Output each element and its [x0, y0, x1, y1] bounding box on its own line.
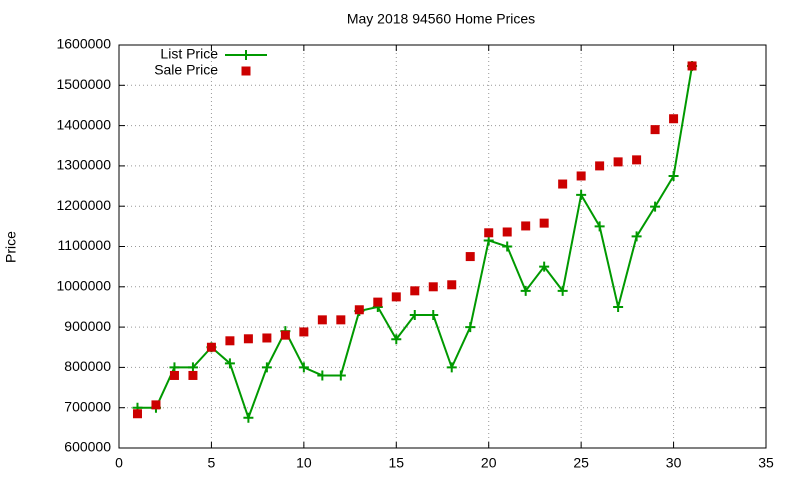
point-marker: [465, 322, 476, 333]
point-marker: [151, 400, 161, 410]
y-tick-label: 1500000: [56, 76, 111, 92]
x-tick-label: 20: [481, 455, 497, 471]
x-tick-label: 5: [208, 455, 216, 471]
point-marker: [428, 282, 438, 292]
point-marker: [188, 370, 198, 380]
point-marker: [298, 362, 309, 373]
point-marker: [373, 297, 383, 307]
point-marker: [317, 315, 327, 325]
y-tick-label: 1400000: [56, 116, 111, 132]
point-marker: [317, 370, 328, 381]
point-marker: [335, 370, 346, 381]
legend-marker: [241, 50, 251, 60]
point-marker: [354, 305, 364, 315]
point-marker: [410, 286, 420, 296]
point-marker: [539, 218, 549, 228]
point-marker: [557, 285, 568, 296]
point-marker: [650, 125, 660, 135]
point-marker: [206, 342, 216, 352]
legend-label: Sale Price: [154, 62, 218, 78]
point-marker: [299, 327, 309, 337]
point-marker: [391, 292, 401, 302]
point-marker: [521, 221, 531, 231]
point-marker: [594, 221, 605, 232]
x-tick-label: 15: [388, 455, 404, 471]
point-marker: [391, 334, 402, 345]
point-marker: [225, 336, 235, 346]
x-tick-label: 10: [296, 455, 312, 471]
y-axis-label: Price: [3, 231, 19, 263]
point-marker: [650, 201, 661, 212]
point-marker: [169, 362, 180, 373]
point-marker: [613, 157, 623, 167]
point-marker: [520, 285, 531, 296]
point-marker: [631, 231, 642, 242]
point-marker: [595, 161, 605, 171]
point-marker: [132, 409, 142, 419]
point-marker: [613, 301, 624, 312]
point-marker: [243, 334, 253, 344]
y-tick-label: 1200000: [56, 197, 111, 213]
point-marker: [224, 358, 235, 369]
point-marker: [558, 179, 568, 189]
chart-title: May 2018 94560 Home Prices: [347, 11, 535, 27]
point-marker: [502, 241, 513, 252]
point-marker: [687, 61, 697, 71]
y-tick-label: 1100000: [58, 237, 112, 253]
x-tick-label: 35: [758, 455, 774, 471]
x-tick-label: 25: [573, 455, 589, 471]
legend-marker: [241, 66, 251, 76]
point-marker: [262, 333, 272, 343]
point-marker: [632, 155, 642, 165]
point-marker: [261, 362, 272, 373]
point-marker: [280, 330, 290, 340]
x-tick-label: 30: [666, 455, 682, 471]
point-marker: [243, 412, 254, 423]
y-tick-label: 700000: [64, 398, 111, 414]
point-marker: [668, 170, 679, 181]
point-marker: [169, 370, 179, 380]
y-tick-label: 1000000: [56, 278, 111, 294]
y-tick-label: 1600000: [56, 36, 111, 52]
point-marker: [446, 362, 457, 373]
y-tick-label: 1300000: [56, 157, 111, 173]
point-marker: [409, 310, 420, 321]
point-marker: [447, 280, 457, 290]
point-marker: [576, 171, 586, 181]
point-marker: [465, 252, 475, 262]
point-marker: [187, 362, 198, 373]
point-marker: [336, 315, 346, 325]
y-tick-label: 800000: [64, 358, 111, 374]
point-marker: [539, 261, 550, 272]
point-marker: [502, 227, 512, 237]
plot-border: [118, 44, 767, 449]
point-marker: [484, 228, 494, 238]
y-tick-label: 600000: [64, 439, 111, 455]
point-marker: [428, 310, 439, 321]
legend-label: List Price: [160, 46, 218, 62]
point-marker: [576, 189, 587, 200]
point-marker: [669, 114, 679, 124]
x-tick-label: 0: [115, 455, 123, 471]
y-tick-label: 900000: [64, 318, 111, 334]
